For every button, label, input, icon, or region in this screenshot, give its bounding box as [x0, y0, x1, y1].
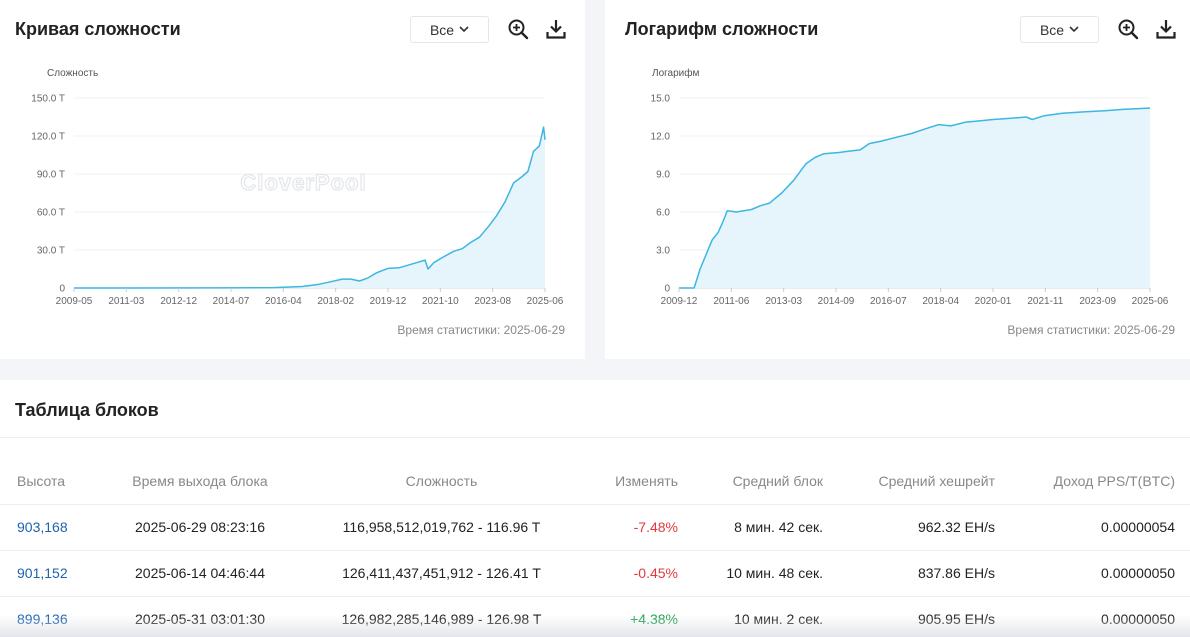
y-tick-label: 0	[59, 284, 65, 295]
series-area	[74, 127, 545, 288]
y-tick-label: 90.0 T	[37, 170, 65, 181]
block-height-link[interactable]: 899,136	[17, 611, 68, 628]
x-tick-label: 2014-09	[818, 296, 855, 307]
column-header-time: Время выхода блока	[132, 472, 268, 489]
y-tick-label: 3.0	[656, 246, 670, 257]
x-tick-label: 2009-05	[56, 296, 93, 307]
x-tick-label: 2014-07	[213, 296, 250, 307]
avg-hashrate: 962.32 EH/s	[823, 503, 995, 550]
zoom-in-icon[interactable]	[506, 17, 530, 41]
block-height-link[interactable]: 901,152	[17, 565, 68, 581]
y-axis-label: Логарифм	[652, 67, 699, 79]
log-chart: Логарифм03.06.09.012.015.0CloverPool2009…	[651, 67, 1169, 307]
watermark: CloverPool	[240, 170, 366, 195]
block-height-link[interactable]: 903,168	[17, 519, 68, 535]
y-tick-label: 30.0 T	[37, 246, 65, 257]
log-range-select[interactable]: Все	[1020, 16, 1099, 43]
block-difficulty: 116,958,512,019,762 - 116.96 T	[300, 503, 583, 550]
y-tick-label: 9.0	[656, 170, 670, 181]
avg-block-time: 8 мин. 42 сек.	[678, 503, 823, 550]
x-tick-label: 2020-01	[975, 296, 1012, 307]
series-line	[679, 107, 1151, 289]
chevron-down-icon	[1069, 26, 1079, 33]
blocks-table-card: Таблица блоков Высота Время выхода блока…	[0, 380, 1190, 637]
download-icon[interactable]	[544, 17, 568, 41]
x-tick-label: 2011-03	[108, 296, 144, 307]
y-tick-label: 120.0 T	[31, 132, 65, 143]
y-axis-label: Сложность	[47, 68, 98, 79]
log-chart-title: Логарифм сложности	[625, 19, 819, 39]
chevron-down-icon	[459, 26, 469, 33]
difficulty-chart: Сложность 0 30.0 T 60.0 T 90.0 T 120.0 T 150.0…	[31, 68, 564, 307]
avg-block-time: 10 мин. 2 сек.	[678, 595, 823, 637]
x-tick-label: 2021-10	[422, 296, 459, 307]
x-tick-label: 2023-09	[1079, 296, 1116, 307]
blocks-table: Высота Время выхода блока Сложность Изме…	[0, 458, 1190, 637]
log-chart-card: Логарифм сложности Все Логарифм 0 3.0 6.0 9.…	[605, 0, 1190, 359]
x-tick-label: 2013-03	[765, 296, 802, 307]
x-tick-label: 2018-04	[922, 296, 959, 307]
x-tick-label: 2012-12	[160, 296, 197, 307]
difficulty-chart-card: Кривая сложности Все Сложность 0 30.0 T 60.…	[0, 0, 585, 359]
log-range-value: Все	[1039, 21, 1065, 38]
block-difficulty: 126,982,285,146,989 - 126.98 T	[300, 595, 583, 637]
table-row: 901,152 2025-06-14 04:46:44 126,411,437,…	[0, 549, 1190, 596]
block-time: 2025-06-14 04:46:44	[100, 549, 300, 596]
y-tick-label: 60.0 T	[37, 208, 65, 219]
zoom-in-icon[interactable]	[1116, 17, 1140, 41]
series-line	[73, 126, 546, 289]
block-time: 2025-05-31 03:01:30	[100, 595, 300, 637]
table-row: 903,168 2025-06-29 08:23:16 116,958,512,…	[0, 503, 1190, 550]
block-difficulty: 126,411,437,451,912 - 126.41 T	[300, 549, 583, 596]
column-header-income: Доход PPS/T(BTC)	[1053, 472, 1175, 489]
x-tick-label: 2016-07	[870, 296, 907, 307]
x-tick-label: 2025-06	[1132, 296, 1169, 307]
difficulty-stat-time: Время статистики: 2025-06-29	[397, 323, 565, 337]
x-tick-label: 2009-12	[661, 296, 698, 307]
table-header-row: Высота Время выхода блока Сложность Изме…	[0, 458, 1190, 504]
y-tick-label: 150.0 T	[31, 94, 65, 105]
avg-block-time: 10 мин. 48 сек.	[678, 549, 823, 596]
column-header-difficulty: Сложность	[405, 472, 478, 489]
difficulty-chart-title: Кривая сложности	[15, 19, 181, 39]
y-tick-label: 0	[664, 284, 670, 295]
y-tick-label: 12.0	[651, 132, 671, 143]
x-tick-label: 2016-04	[265, 296, 302, 307]
download-icon[interactable]	[1154, 17, 1178, 41]
pps-income: 0.00000050	[995, 549, 1190, 596]
pps-income: 0.00000054	[995, 503, 1190, 550]
difficulty-change: -0.45%	[583, 549, 678, 596]
x-tick-label: 2025-06	[527, 296, 564, 307]
pps-income: 0.00000050	[995, 595, 1190, 637]
y-tick-label: 15.0	[651, 94, 671, 105]
y-tick-label: 6.0	[656, 208, 670, 219]
column-header-height: Высота	[17, 472, 66, 489]
avg-hashrate: 905.95 EH/s	[823, 595, 995, 637]
difficulty-change: -7.48%	[583, 503, 678, 550]
blocks-table-title: Таблица блоков	[15, 400, 159, 420]
x-tick-label: 2011-06	[713, 296, 749, 307]
difficulty-range-value: Все	[429, 21, 455, 38]
divider	[0, 437, 1190, 438]
difficulty-range-select[interactable]: Все	[410, 16, 489, 43]
log-stat-time: Время статистики: 2025-06-29	[1007, 323, 1175, 337]
column-header-avg-hashrate: Средний хешрейт	[878, 472, 995, 489]
series-area	[679, 108, 1150, 288]
x-tick-label: 2019-12	[370, 296, 407, 307]
block-time: 2025-06-29 08:23:16	[100, 503, 300, 550]
x-tick-label: 2018-02	[317, 296, 354, 307]
difficulty-change: +4.38%	[583, 595, 678, 637]
table-row: 899,136 2025-05-31 03:01:30 126,982,285,…	[0, 595, 1190, 637]
x-tick-label: 2023-08	[474, 296, 511, 307]
avg-hashrate: 837.86 EH/s	[823, 549, 995, 596]
x-tick-label: 2021-11	[1027, 296, 1063, 307]
column-header-avg-block: Средний блок	[732, 472, 823, 489]
column-header-change: Изменять	[615, 472, 678, 489]
